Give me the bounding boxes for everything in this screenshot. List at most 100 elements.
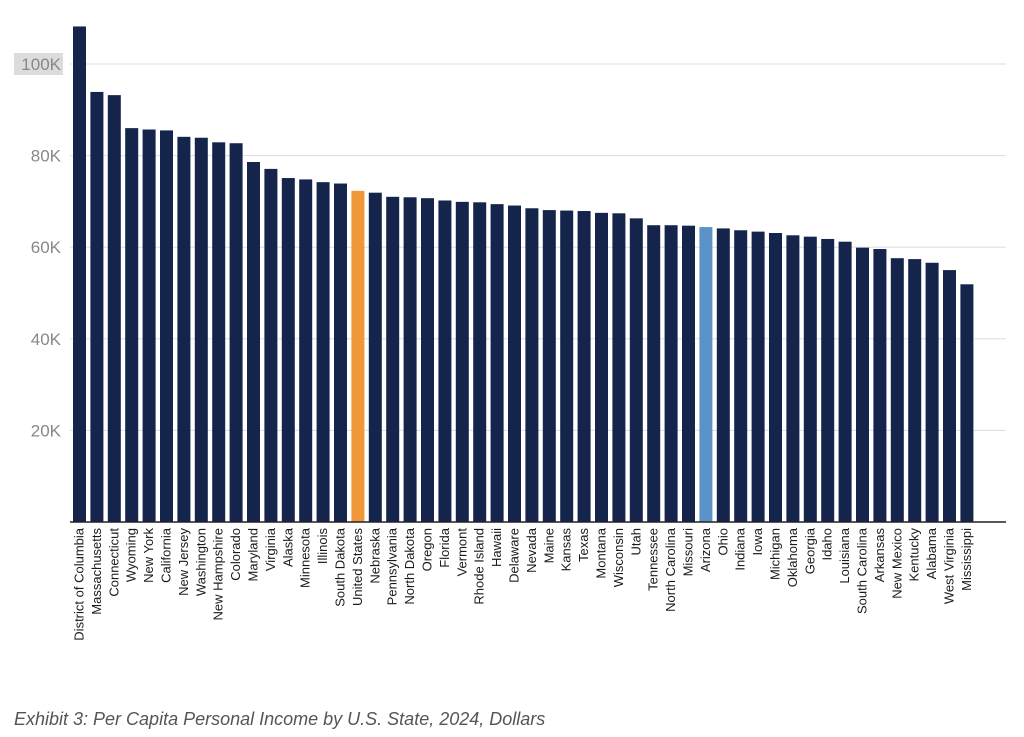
x-tick-label: Vermont xyxy=(454,528,469,577)
bar-maine xyxy=(542,210,556,523)
x-tick-label: Ohio xyxy=(715,528,730,555)
bar-arkansas xyxy=(873,249,887,523)
bar-hawaii xyxy=(490,204,504,522)
x-tick-label: Minnesota xyxy=(298,527,313,588)
bar-nevada xyxy=(525,208,539,522)
bar-oregon xyxy=(421,198,434,522)
x-tick-label: New Jersey xyxy=(176,528,191,596)
bar-indiana xyxy=(734,230,748,522)
x-tick-label: Wyoming xyxy=(124,528,139,582)
bar-alaska xyxy=(281,178,295,523)
bar-wyoming xyxy=(125,128,139,522)
x-tick-label: Idaho xyxy=(820,528,835,561)
bar-west-virginia xyxy=(943,270,956,522)
bar-utah xyxy=(629,218,643,522)
x-tick-label: District of Columbia xyxy=(72,527,87,640)
x-tick-label: Texas xyxy=(576,528,591,562)
bar-new-york xyxy=(142,129,156,522)
x-tick-label: Montana xyxy=(594,527,609,578)
bar-alabama xyxy=(925,262,939,522)
x-tick-label: Maryland xyxy=(246,528,261,581)
bar-montana xyxy=(595,212,608,522)
x-axis-ticks: District of Columbia Massachusetts Connect… xyxy=(72,527,974,640)
x-tick-label: Kansas xyxy=(559,528,574,572)
chart-caption: Exhibit 3: Per Capita Personal Income by… xyxy=(14,709,546,729)
x-tick-label: Nevada xyxy=(524,527,539,573)
x-tick-label: Hawaii xyxy=(489,528,504,567)
bar-missouri xyxy=(682,225,695,522)
x-tick-label: Illinois xyxy=(315,528,330,565)
bar-pennsylvania xyxy=(386,196,400,522)
x-tick-label: South Carolina xyxy=(855,527,870,614)
bar-new-hampshire xyxy=(212,142,226,522)
bar-massachusetts xyxy=(90,91,104,523)
x-tick-label: Virginia xyxy=(263,527,278,571)
y-tick-label: 60K xyxy=(31,238,62,257)
y-tick-label: 20K xyxy=(31,421,62,440)
x-tick-label: United States xyxy=(350,528,365,607)
y-tick-label: 80K xyxy=(31,147,62,166)
x-tick-label: Georgia xyxy=(802,527,817,574)
x-tick-label: South Dakota xyxy=(333,527,348,607)
x-tick-label: Mississippi xyxy=(959,528,974,591)
bar-georgia xyxy=(803,236,817,522)
bar-colorado xyxy=(229,143,243,522)
bar-kansas xyxy=(560,210,574,522)
x-tick-label: Alaska xyxy=(280,527,295,567)
bar-minnesota xyxy=(299,179,313,522)
bar-oklahoma xyxy=(786,235,800,523)
x-tick-label: Michigan xyxy=(768,528,783,580)
bar-wisconsin xyxy=(612,213,626,523)
bar-vermont xyxy=(455,201,469,522)
x-tick-label: Tennessee xyxy=(646,528,661,591)
bar-delaware xyxy=(508,205,521,522)
bar-texas xyxy=(577,211,591,522)
bar-south-dakota xyxy=(334,183,347,522)
x-tick-label: Rhode Island xyxy=(472,528,487,605)
bar-south-carolina xyxy=(856,247,869,522)
bar-united-states xyxy=(351,190,365,522)
x-tick-label: California xyxy=(159,527,174,583)
x-tick-label: North Dakota xyxy=(402,527,417,604)
x-tick-label: Pennsylvania xyxy=(385,527,400,605)
bar-washington xyxy=(194,137,208,522)
x-tick-label: Utah xyxy=(628,528,643,555)
x-tick-label: Arkansas xyxy=(872,528,887,583)
bars xyxy=(73,26,974,523)
y-tick-highlight xyxy=(14,53,63,75)
x-tick-label: Massachusetts xyxy=(89,528,104,615)
bar-kentucky xyxy=(908,259,922,522)
bar-michigan xyxy=(769,233,782,522)
bar-district-of-columbia xyxy=(73,26,86,522)
x-tick-label: North Carolina xyxy=(663,527,678,612)
bar-maryland xyxy=(247,162,260,522)
bar-chart: 20K 40K 60K 80K 100K District of Columbia Mas… xyxy=(14,26,1006,641)
y-tick-label: 40K xyxy=(31,330,62,349)
bar-connecticut xyxy=(107,95,121,523)
x-tick-label: Alabama xyxy=(924,527,939,579)
y-axis-ticks: 20K 40K 60K 80K 100K xyxy=(14,53,63,440)
bar-idaho xyxy=(821,238,835,522)
y-tick-label: 100K xyxy=(21,55,61,74)
bar-new-jersey xyxy=(177,136,191,522)
x-tick-label: Florida xyxy=(437,527,452,568)
bar-north-carolina xyxy=(664,225,678,522)
x-tick-label: Nebraska xyxy=(367,527,382,583)
bar-rhode-island xyxy=(473,202,487,523)
bar-mississippi xyxy=(960,284,974,522)
bar-new-mexico xyxy=(890,258,904,522)
x-tick-label: Washington xyxy=(193,528,208,596)
x-tick-label: New York xyxy=(141,528,156,583)
bar-nebraska xyxy=(368,192,382,522)
bar-ohio xyxy=(716,228,730,522)
x-tick-label: Iowa xyxy=(750,527,765,555)
bar-north-dakota xyxy=(403,197,417,522)
bar-louisiana xyxy=(838,241,852,523)
x-tick-label: Connecticut xyxy=(106,528,121,597)
x-tick-label: Colorado xyxy=(228,528,243,581)
bar-california xyxy=(160,130,173,522)
x-tick-label: New Hampshire xyxy=(211,528,226,620)
x-tick-label: New Mexico xyxy=(889,528,904,599)
x-tick-label: Delaware xyxy=(507,528,522,583)
bar-florida xyxy=(438,200,452,522)
